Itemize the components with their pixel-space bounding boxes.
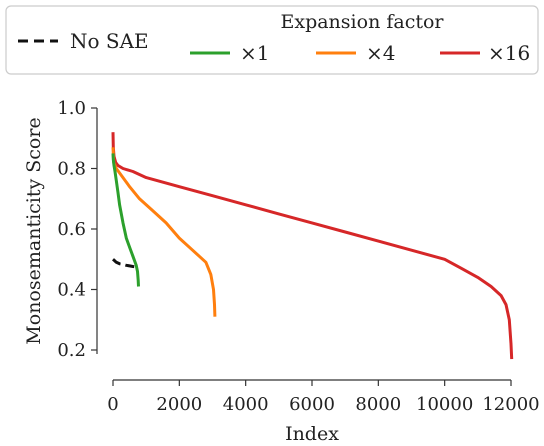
- y-tick-label: 0.4: [57, 280, 86, 301]
- legend: No SAE Expansion factor ×1 ×4 ×16: [5, 5, 539, 75]
- legend-label-x16: ×16: [488, 41, 530, 65]
- series-group: [111, 132, 514, 360]
- x-ticks: 0 2000 4000 6000 8000 10000 12000: [107, 380, 540, 415]
- series-line-x16: [111, 132, 514, 360]
- axes: [96, 108, 511, 381]
- y-tick-label: 0.6: [57, 219, 86, 240]
- legend-label-no-sae: No SAE: [70, 29, 149, 53]
- y-tick-label: 1.0: [57, 98, 86, 119]
- legend-label-x4: ×4: [366, 41, 395, 65]
- x-tick-label: 0: [107, 394, 118, 415]
- x-tick-label: 6000: [289, 394, 335, 415]
- y-tick-label: 0.2: [57, 340, 86, 361]
- y-ticks: 0.2 0.4 0.6 0.8 1.0: [57, 98, 97, 361]
- x-tick-label: 4000: [223, 394, 269, 415]
- legend-title: Expansion factor: [280, 11, 444, 33]
- x-axis-label: Index: [285, 423, 339, 445]
- x-tick-label: 12000: [482, 394, 539, 415]
- x-tick-label: 8000: [355, 394, 401, 415]
- y-axis-label: Monosemanticity Score: [23, 117, 45, 344]
- legend-frame: [5, 5, 539, 75]
- series-line-x4: [111, 147, 217, 317]
- y-tick-label: 0.8: [57, 159, 86, 180]
- legend-label-x1: ×1: [240, 41, 269, 65]
- series-line-x1: [111, 153, 140, 287]
- x-tick-label: 10000: [416, 394, 473, 415]
- series-line-no-sae: [112, 258, 139, 269]
- x-tick-label: 2000: [156, 394, 202, 415]
